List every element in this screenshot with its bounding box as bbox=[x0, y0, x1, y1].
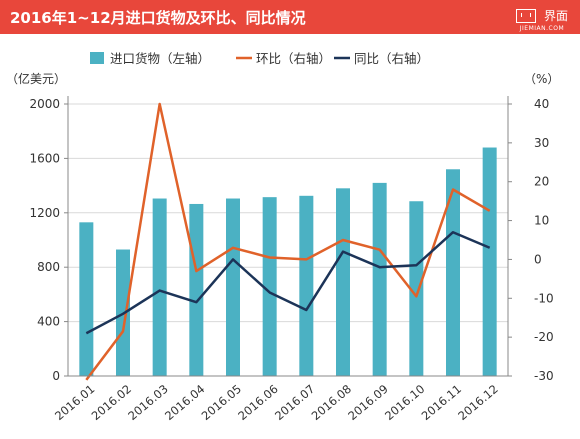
x-tick-label: 2016.10 bbox=[382, 382, 427, 423]
bar-import bbox=[189, 203, 204, 376]
brand-name: 界面 bbox=[543, 9, 568, 23]
legend-layer: 进口货物（左轴） 环比（右轴） 同比（右轴） bbox=[90, 51, 429, 66]
right-tick-label: -10 bbox=[534, 291, 554, 305]
logo-icon bbox=[515, 8, 536, 23]
x-tick-label: 2016.03 bbox=[125, 382, 170, 423]
x-tick-label: 2016.11 bbox=[419, 382, 464, 423]
bar-import bbox=[336, 188, 350, 376]
right-axis-unit: （%） bbox=[524, 72, 559, 86]
x-tick-label: 2016.02 bbox=[89, 382, 134, 423]
bars-layer bbox=[79, 147, 497, 376]
x-tick-label: 2016.01 bbox=[52, 382, 97, 423]
bar-import bbox=[79, 222, 94, 376]
right-tick-label: 10 bbox=[534, 214, 549, 228]
bar-import bbox=[372, 182, 387, 376]
left-tick-label: 1600 bbox=[29, 151, 60, 165]
left-tick-label: 2000 bbox=[29, 97, 60, 111]
x-tick-label: 2016.08 bbox=[309, 382, 354, 423]
right-tick-label: 20 bbox=[534, 175, 549, 189]
brand-logo: 界面 JIEMIAN.COM bbox=[515, 5, 568, 32]
x-tick-label: 2016.07 bbox=[272, 382, 317, 423]
title-bar: 2016年1~12月进口货物及环比、同比情况 界面 JIEMIAN.COM bbox=[0, 0, 580, 34]
bar-import bbox=[299, 195, 314, 376]
line-yoy bbox=[85, 230, 491, 335]
right-tick-label: 0 bbox=[534, 252, 542, 266]
left-axis-unit: （亿美元） bbox=[6, 71, 66, 86]
left-tick-label: 400 bbox=[37, 315, 60, 329]
legend-label: 同比（右轴） bbox=[354, 51, 429, 66]
legend-swatch-bar bbox=[90, 52, 104, 64]
left-tick-label: 800 bbox=[37, 260, 60, 274]
chart-title: 2016年1~12月进口货物及环比、同比情况 bbox=[10, 9, 306, 27]
grid-layer bbox=[68, 103, 508, 323]
x-tick-label: 2016.12 bbox=[455, 382, 500, 423]
x-tick-label: 2016.09 bbox=[345, 382, 390, 423]
brand-sub: JIEMIAN.COM bbox=[519, 25, 565, 32]
left-tick-label: 0 bbox=[52, 369, 60, 383]
bar-import bbox=[262, 197, 277, 376]
right-tick-label: 40 bbox=[534, 97, 549, 111]
x-tick-label: 2016.06 bbox=[235, 382, 280, 423]
left-tick-label: 1200 bbox=[29, 206, 60, 220]
bar-import bbox=[446, 169, 460, 376]
right-tick-label: -30 bbox=[534, 369, 554, 383]
bar-import bbox=[482, 147, 497, 376]
bar-import bbox=[152, 198, 167, 376]
legend-label: 进口货物（左轴） bbox=[110, 51, 210, 66]
right-tick-label: -20 bbox=[534, 330, 554, 344]
bar-import bbox=[226, 198, 240, 376]
bar-import bbox=[409, 201, 424, 376]
x-tick-label: 2016.04 bbox=[162, 382, 207, 423]
legend-label: 环比（右轴） bbox=[256, 51, 331, 66]
x-tick-label: 2016.05 bbox=[199, 382, 244, 423]
right-tick-label: 30 bbox=[534, 136, 549, 150]
line-mom bbox=[85, 102, 491, 381]
lines-layer bbox=[85, 102, 491, 381]
